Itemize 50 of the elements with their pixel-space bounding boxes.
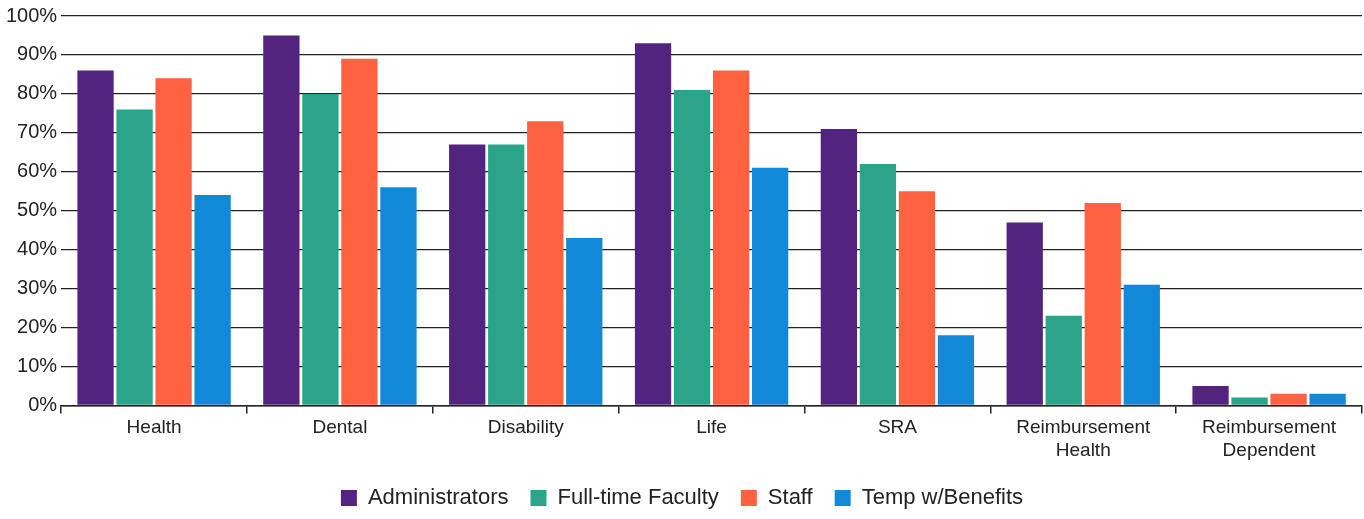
legend-label: Temp w/Benefits bbox=[861, 484, 1024, 510]
bar bbox=[712, 70, 750, 405]
legend-label: Staff bbox=[767, 484, 814, 510]
bar bbox=[380, 187, 417, 405]
x-tick-label: Reimbursement Dependent bbox=[1202, 416, 1337, 460]
x-tick-label: Health bbox=[126, 416, 182, 438]
bar bbox=[1231, 397, 1268, 405]
bar bbox=[1006, 222, 1043, 405]
bar bbox=[341, 58, 378, 405]
y-tick-label: 40% bbox=[17, 237, 58, 260]
y-tick-label: 30% bbox=[17, 276, 58, 299]
bar bbox=[566, 237, 603, 405]
bar bbox=[527, 121, 564, 405]
y-tick-label: 20% bbox=[17, 315, 58, 338]
legend-label: Full-time Faculty bbox=[557, 484, 719, 510]
y-tick-label: 100% bbox=[6, 3, 58, 26]
y-tick-label: 90% bbox=[17, 42, 58, 65]
bar bbox=[937, 335, 975, 405]
bar bbox=[898, 191, 936, 405]
bar bbox=[155, 78, 192, 405]
x-tick-label: Reimbursement Health bbox=[1016, 416, 1152, 460]
bar bbox=[634, 43, 672, 405]
bar bbox=[859, 163, 897, 405]
legend-label: Administrators bbox=[367, 484, 509, 510]
bar bbox=[77, 70, 114, 405]
bar bbox=[488, 144, 525, 405]
bar bbox=[1192, 385, 1229, 405]
bar bbox=[820, 128, 858, 405]
bar bbox=[116, 109, 153, 405]
x-tick-label: Life bbox=[696, 416, 727, 438]
bar bbox=[302, 93, 339, 405]
bar bbox=[1045, 315, 1082, 405]
bar bbox=[449, 144, 486, 405]
bar bbox=[673, 89, 711, 405]
bar bbox=[1270, 393, 1307, 405]
y-tick-label: 80% bbox=[17, 81, 58, 104]
bar bbox=[1123, 284, 1160, 405]
x-tick-label: SRA bbox=[877, 416, 918, 438]
bar bbox=[263, 35, 300, 405]
bar bbox=[751, 167, 789, 405]
y-tick-label: 70% bbox=[17, 120, 58, 143]
y-tick-label: 10% bbox=[17, 353, 58, 376]
x-tick-label: Disability bbox=[487, 416, 565, 438]
y-tick-label: 50% bbox=[17, 198, 58, 221]
x-tick-label: Dental bbox=[312, 416, 368, 438]
y-tick-label: 0% bbox=[28, 392, 58, 415]
bar bbox=[194, 195, 231, 405]
bar bbox=[1084, 202, 1121, 405]
bar bbox=[1309, 393, 1346, 405]
y-tick-label: 60% bbox=[17, 159, 58, 182]
